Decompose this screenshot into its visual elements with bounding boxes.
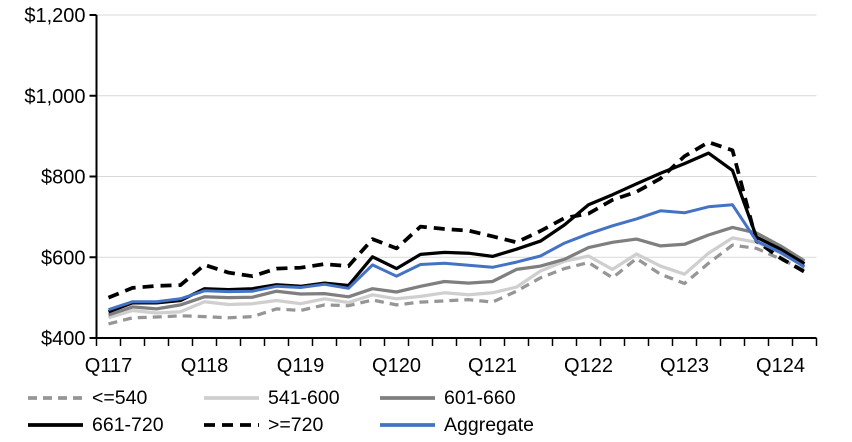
series-line-2 [107,225,806,317]
series-line-3 [107,151,806,314]
x-axis-label: Q123 [660,355,709,377]
y-axis-label: $600 [41,247,86,269]
x-axis-label: Q120 [372,355,421,377]
series-line-4 [107,140,806,300]
x-axis-label: Q124 [756,355,805,377]
x-axis-label: Q117 [85,355,132,377]
series-line-0 [108,243,806,326]
y-axis-label: $400 [41,328,86,350]
y-axis-label: $1,000 [24,86,85,108]
x-axis-label: Q119 [277,355,324,377]
series-line-5 [108,203,806,312]
x-axis-label: Q121 [468,355,517,377]
y-axis-label: $1,200 [24,5,85,27]
x-axis-label: Q118 [181,355,228,377]
x-axis-label: Q122 [564,355,613,377]
series-line-1 [108,236,806,320]
y-axis-label: $800 [41,167,86,189]
